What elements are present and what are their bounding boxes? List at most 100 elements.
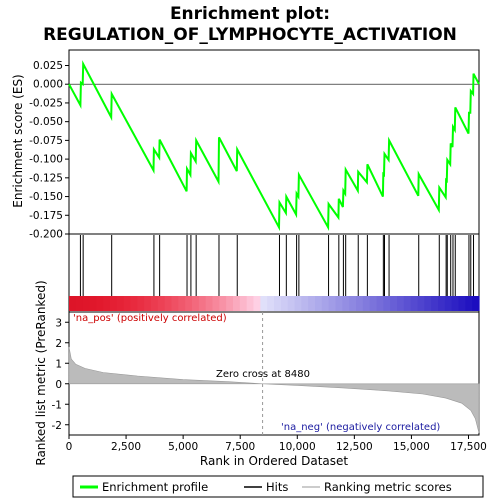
color-bar-segment [253,296,261,311]
legend-box [72,475,484,498]
zero-cross-label: Zero cross at 8480 [216,369,310,380]
rank-color-bar [69,296,480,311]
color-bar-segment [335,296,343,311]
legend-metric-label: Ranking metric scores [324,480,452,494]
es-y-axis: 0.025 0.000 -0.025 -0.050 -0.075 -0.100 -0.125… [29,60,479,241]
color-bar-segment [315,296,323,311]
color-bar-segment [157,296,166,311]
x-axis-title: Rank in Ordered Dataset [200,454,348,468]
color-bar-segment [246,296,255,311]
color-bar-segment [82,296,91,311]
color-bar-segment [103,296,111,311]
x-tick-label: 10,000 [279,441,316,453]
chart-title-line1: Enrichment plot: [170,4,330,24]
color-bar-segment [294,296,302,311]
color-bar-segment [267,296,275,311]
enrichment-profile-line [68,60,480,232]
color-bar-segment [349,296,357,311]
color-bar-segment [397,296,405,311]
color-bar-segment [287,296,296,311]
color-bar-segment [89,296,97,311]
color-bar-segment [178,296,186,311]
es-profile-polyline [68,60,480,232]
es-panel-frame [68,49,480,235]
rank-y-tick-label: 3 [55,317,62,329]
es-y-tick-label: -0.100 [29,154,63,166]
color-bar-segment [458,296,466,311]
es-y-tick-label: 0.025 [33,60,63,72]
color-bar-segment [472,296,480,311]
color-bar-segment [123,296,132,311]
color-bar-segment [403,296,412,311]
rank-y-tick-label: 1 [55,358,62,370]
es-y-tick-label: 0.000 [33,79,63,91]
color-bar-segment [376,296,384,311]
pos-correlated-label: 'na_pos' (positively correlated) [73,313,227,324]
color-bar-segment [260,296,268,311]
color-bar-segment [451,296,460,311]
color-bar-segment [356,296,364,311]
color-bar-segment [226,296,234,311]
color-bar-segment [233,296,241,311]
color-bar-segment [219,296,227,311]
color-bar-segment [274,296,282,311]
color-bar-segment [212,296,220,311]
color-bar-segment [130,296,138,311]
x-tick-label: 17,500 [450,441,487,453]
color-bar-segment [75,296,84,311]
color-bar-segment [137,296,145,311]
es-y-axis-title: Enrichment score (ES) [11,74,25,207]
es-y-tick-label: -0.050 [29,116,63,128]
color-bar-segment [301,296,309,311]
es-y-tick-label: -0.125 [29,172,63,184]
rank-y-axis: 3 2 1 0 -1 -2 [52,317,69,432]
color-bar-segment [110,296,118,311]
neg-correlated-label: 'na_neg' (negatively correlated) [281,422,440,433]
es-y-tick-label: -0.025 [29,97,63,109]
color-bar-segment [444,296,453,311]
hits-marks [79,235,475,296]
es-y-tick-label: -0.075 [29,135,63,147]
color-bar-segment [151,296,159,311]
x-tick-label: 12,500 [336,441,373,453]
legend-es-label: Enrichment profile [102,480,208,494]
color-bar-segment [328,296,337,311]
ranking-metric-area [68,312,480,435]
rank-panel-frame [68,311,480,436]
color-bar-segment [198,296,207,311]
rank-y-axis-title: Ranked list metric (PreRanked) [34,280,48,465]
color-bar-segment [192,296,200,311]
color-bar-segment [116,296,125,311]
chart-title-line2: REGULATION_OF_LYMPHOCYTE_ACTIVATION [43,25,457,45]
rank-y-tick-label: -2 [52,420,62,432]
ranking-metric-path [68,346,480,433]
color-bar-segment [410,296,419,311]
color-bar-segment [383,296,391,311]
rank-y-tick-label: -1 [52,399,62,411]
color-bar-segment [308,296,316,311]
color-bar-segment [280,296,289,311]
color-bar-segment [171,296,179,311]
color-bar-segment [144,296,152,311]
color-bar-segment [417,296,425,311]
color-bar-segment [239,296,248,311]
es-y-tick-label: -0.200 [29,229,63,241]
color-bar-segment [431,296,439,311]
color-bar-segment [438,296,446,311]
color-bar-segment [424,296,432,311]
color-bar-segment [465,296,473,311]
color-bar-segment [69,296,77,311]
x-tick-label: 0 [66,441,73,453]
x-tick-label: 15,000 [393,441,430,453]
color-bar-segment [321,296,330,311]
color-bar-segment [342,296,350,311]
rank-y-tick-label: 2 [55,338,62,350]
color-bar-segment [205,296,214,311]
rank-y-tick-label: 0 [55,379,62,391]
x-tick-label: 2,500 [111,441,141,453]
color-bar-segment [96,296,104,311]
color-bar-segment [164,296,173,311]
x-tick-label: 7,500 [225,441,255,453]
x-axis: 0 2,500 5,000 7,500 10,000 12,500 15,000 17,500 [66,435,487,453]
